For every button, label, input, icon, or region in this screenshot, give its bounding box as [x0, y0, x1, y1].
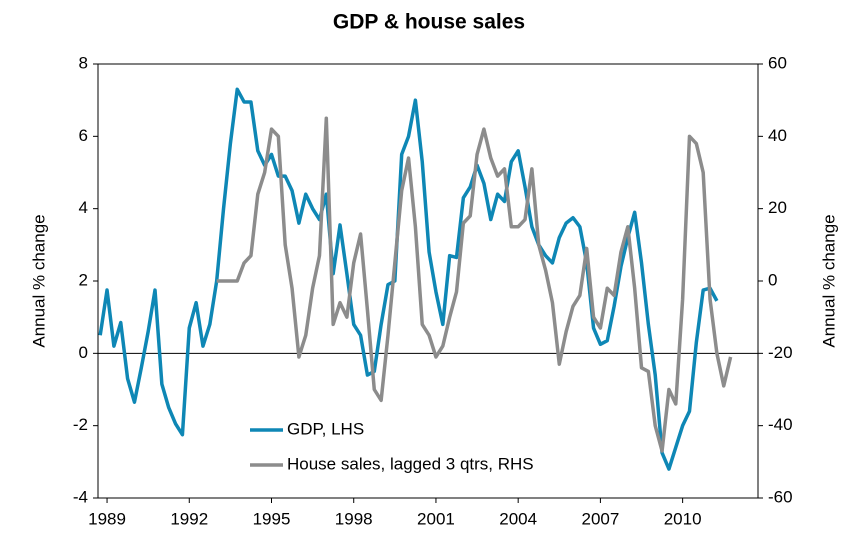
y-axis-title: Annual % change [29, 214, 48, 347]
x-tick-label: 2010 [664, 509, 702, 528]
y2-tick-label: -40 [768, 415, 793, 434]
y-tick-label: 0 [79, 343, 88, 362]
y2-tick-label: -20 [768, 343, 793, 362]
y2-axis-title: Annual % change [819, 214, 838, 347]
y-tick-label: 6 [79, 126, 88, 145]
x-tick-label: 2007 [581, 509, 619, 528]
y-tick-label: -2 [73, 415, 88, 434]
series-line [216, 116, 733, 453]
y2-tick-label: 40 [768, 126, 787, 145]
x-tick-label: 2001 [417, 509, 455, 528]
series-line [98, 87, 719, 471]
x-tick-label: 1998 [335, 509, 373, 528]
y2-tick-label: 0 [768, 270, 777, 289]
y-tick-label: 8 [79, 53, 88, 72]
y2-tick-label: -60 [768, 487, 793, 506]
legend-label: GDP, LHS [287, 419, 364, 438]
x-tick-label: 1989 [88, 509, 126, 528]
x-tick-label: 1992 [170, 509, 208, 528]
x-tick-label: 2004 [499, 509, 537, 528]
y-tick-label: -4 [73, 487, 88, 506]
y2-tick-label: 60 [768, 53, 787, 72]
chart-title: GDP & house sales [333, 11, 525, 34]
legend-label: House sales, lagged 3 qtrs, RHS [287, 454, 534, 473]
y2-tick-label: 20 [768, 198, 787, 217]
y-tick-label: 4 [79, 198, 88, 217]
y-tick-label: 2 [79, 270, 88, 289]
x-tick-label: 1995 [253, 509, 291, 528]
